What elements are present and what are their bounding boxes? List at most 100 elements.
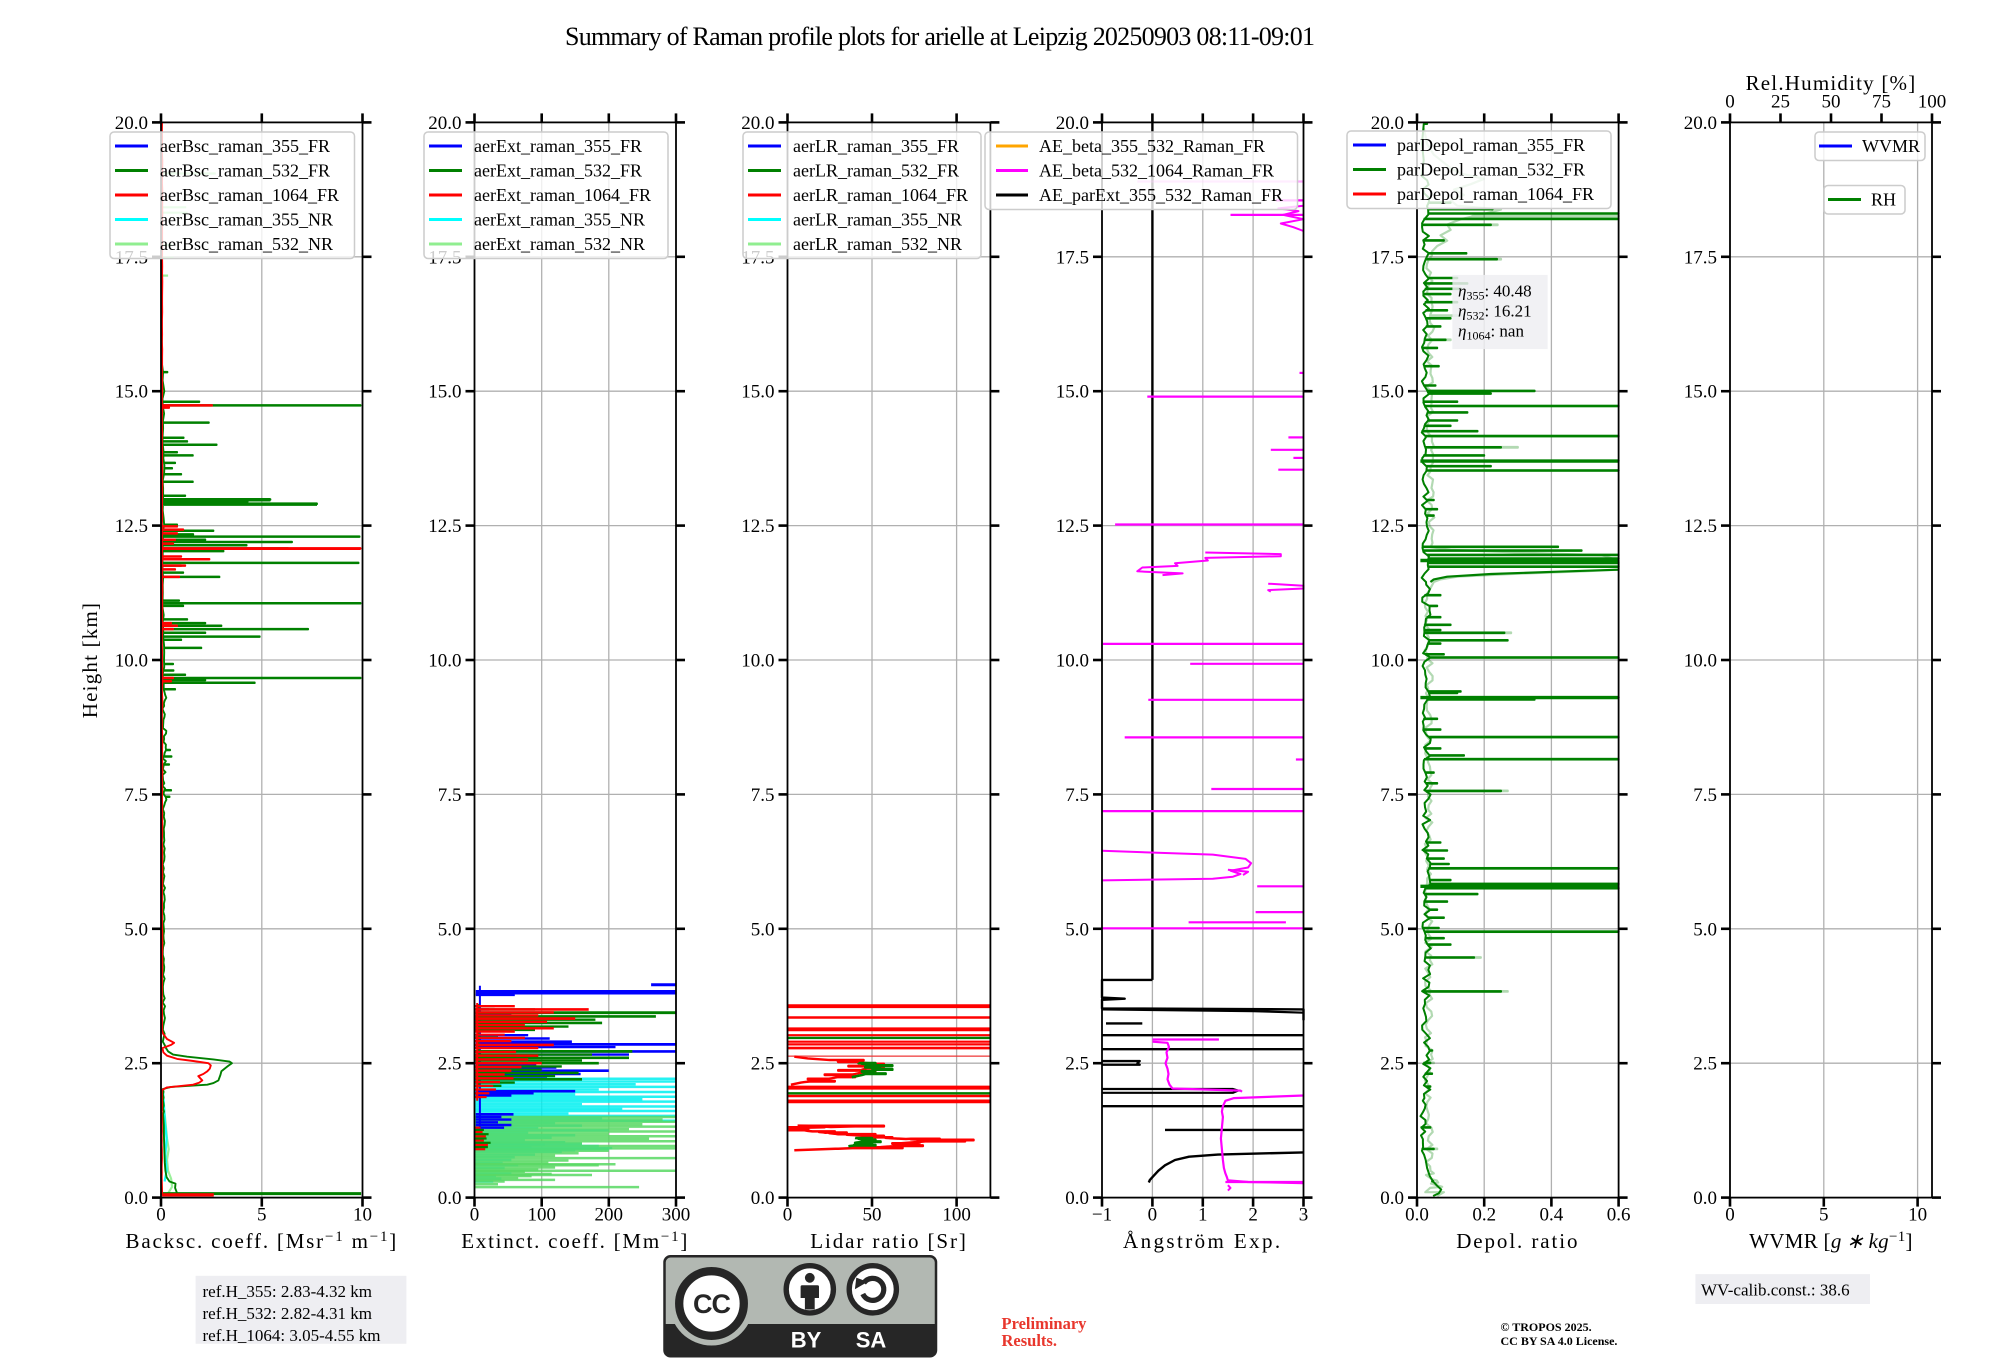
svg-text:0.0: 0.0 [1405,1205,1429,1226]
svg-text:0: 0 [1148,1205,1158,1226]
svg-text:100: 100 [1918,91,1947,112]
svg-text:1: 1 [1198,1205,1208,1226]
svg-text:5.0: 5.0 [1693,919,1717,940]
svg-text:Rel.Humidity [%]: Rel.Humidity [%] [1746,71,1917,95]
svg-text:10.0: 10.0 [1056,651,1089,672]
svg-text:0.6: 0.6 [1607,1205,1631,1226]
svg-text:aerExt_raman_355_NR: aerExt_raman_355_NR [474,210,645,230]
svg-text:10.0: 10.0 [1371,651,1404,672]
svg-text:7.5: 7.5 [1380,785,1404,806]
svg-text:0: 0 [156,1205,166,1226]
svg-text:15.0: 15.0 [428,382,461,403]
svg-text:20.0: 20.0 [428,113,461,134]
svg-text:12.5: 12.5 [115,516,148,537]
svg-text:12.5: 12.5 [1056,516,1089,537]
svg-text:0.0: 0.0 [438,1188,462,1209]
svg-text:5.0: 5.0 [1065,919,1089,940]
svg-text:AE_parExt_355_532_Raman_FR: AE_parExt_355_532_Raman_FR [1039,185,1283,205]
svg-text:20.0: 20.0 [1684,113,1717,134]
svg-text:AE_beta_355_532_Raman_FR: AE_beta_355_532_Raman_FR [1039,136,1265,156]
svg-text:100: 100 [527,1205,556,1226]
svg-text:5.0: 5.0 [1380,919,1404,940]
svg-text:20.0: 20.0 [1371,113,1404,134]
svg-text:Preliminary: Preliminary [1002,1314,1088,1333]
svg-text:15.0: 15.0 [1371,382,1404,403]
svg-text:0.0: 0.0 [1065,1188,1089,1209]
svg-text:aerLR_raman_355_NR: aerLR_raman_355_NR [793,210,962,230]
svg-text:CC BY SA 4.0 License.: CC BY SA 4.0 License. [1501,1334,1618,1348]
svg-text:Results.: Results. [1002,1331,1057,1350]
svg-text:ref.H_1064: 3.05-4.55 km: ref.H_1064: 3.05-4.55 km [203,1326,381,1345]
svg-text:300: 300 [662,1205,691,1226]
svg-text:12.5: 12.5 [741,516,774,537]
svg-text:5.0: 5.0 [438,919,462,940]
svg-text:0: 0 [1725,1205,1735,1226]
svg-text:17.5: 17.5 [1371,247,1404,268]
svg-text:2.5: 2.5 [751,1054,775,1075]
svg-text:0: 0 [783,1205,793,1226]
svg-text:7.5: 7.5 [1065,785,1089,806]
svg-text:10.0: 10.0 [115,651,148,672]
svg-text:10.0: 10.0 [1684,651,1717,672]
svg-text:© TROPOS 2025.: © TROPOS 2025. [1501,1320,1592,1334]
svg-text:2.5: 2.5 [1380,1054,1404,1075]
svg-text:200: 200 [595,1205,624,1226]
svg-text:10.0: 10.0 [428,651,461,672]
svg-text:ref.H_532: 2.82-4.31 km: ref.H_532: 2.82-4.31 km [203,1304,373,1323]
svg-text:ref.H_355: 2.83-4.32 km: ref.H_355: 2.83-4.32 km [203,1282,373,1301]
svg-text:7.5: 7.5 [751,785,775,806]
svg-text:2.5: 2.5 [1065,1054,1089,1075]
svg-text:parDepol_raman_1064_FR: parDepol_raman_1064_FR [1397,184,1594,204]
svg-text:aerExt_raman_1064_FR: aerExt_raman_1064_FR [474,185,651,205]
svg-text:0.0: 0.0 [751,1188,775,1209]
svg-text:Ångström Exp.: Ångström Exp. [1123,1229,1283,1253]
svg-text:0.0: 0.0 [1693,1188,1717,1209]
svg-text:aerBsc_raman_355_FR: aerBsc_raman_355_FR [160,136,330,156]
svg-text:2: 2 [1248,1205,1258,1226]
svg-text:aerExt_raman_355_FR: aerExt_raman_355_FR [474,136,642,156]
svg-text:parDepol_raman_532_FR: parDepol_raman_532_FR [1397,160,1585,180]
svg-text:Summary of Raman profile plots: Summary of Raman profile plots for ariel… [565,22,1315,51]
svg-text:Backsc. coeff. [Msr−1 m−1]: Backsc. coeff. [Msr−1 m−1] [126,1229,399,1253]
svg-text:17.5: 17.5 [1684,247,1717,268]
svg-text:15.0: 15.0 [741,382,774,403]
svg-text:100: 100 [942,1205,971,1226]
svg-text:75: 75 [1872,91,1891,112]
svg-text:7.5: 7.5 [438,785,462,806]
svg-text:2.5: 2.5 [438,1054,462,1075]
svg-text:7.5: 7.5 [124,785,148,806]
svg-text:5: 5 [257,1205,267,1226]
svg-text:2.5: 2.5 [1693,1054,1717,1075]
svg-text:5: 5 [1819,1205,1829,1226]
svg-text:50: 50 [1822,91,1841,112]
svg-text:12.5: 12.5 [1371,516,1404,537]
svg-text:aerLR_raman_355_FR: aerLR_raman_355_FR [793,136,959,156]
svg-text:3: 3 [1299,1205,1309,1226]
svg-text:15.0: 15.0 [115,382,148,403]
svg-text:20.0: 20.0 [115,113,148,134]
svg-text:15.0: 15.0 [1684,382,1717,403]
svg-text:aerBsc_raman_532_NR: aerBsc_raman_532_NR [160,234,333,254]
svg-text:aerLR_raman_1064_FR: aerLR_raman_1064_FR [793,185,968,205]
svg-text:Extinct. coeff. [Mm−1]: Extinct. coeff. [Mm−1] [461,1229,689,1253]
svg-text:20.0: 20.0 [1056,113,1089,134]
svg-text:0: 0 [1725,91,1735,112]
svg-text:10: 10 [353,1205,372,1226]
svg-text:WVMR [g ∗ kg−1]: WVMR [g ∗ kg−1] [1749,1229,1913,1253]
svg-text:Height [km]: Height [km] [78,602,102,718]
svg-text:aerBsc_raman_1064_FR: aerBsc_raman_1064_FR [160,185,339,205]
svg-text:2.5: 2.5 [124,1054,148,1075]
svg-text:η532: 16.21: η532: 16.21 [1458,302,1532,323]
svg-text:parDepol_raman_355_FR: parDepol_raman_355_FR [1397,135,1585,155]
svg-text:η1064: nan: η1064: nan [1458,322,1524,343]
svg-text:WVMR: WVMR [1862,136,1920,156]
svg-text:SA: SA [856,1328,887,1353]
svg-text:5.0: 5.0 [124,919,148,940]
svg-text:0: 0 [470,1205,480,1226]
svg-text:aerExt_raman_532_NR: aerExt_raman_532_NR [474,234,645,254]
svg-text:15.0: 15.0 [1056,382,1089,403]
svg-text:−1: −1 [1092,1205,1112,1226]
svg-text:5.0: 5.0 [751,919,775,940]
svg-text:0.4: 0.4 [1540,1205,1564,1226]
svg-text:RH: RH [1871,190,1896,210]
